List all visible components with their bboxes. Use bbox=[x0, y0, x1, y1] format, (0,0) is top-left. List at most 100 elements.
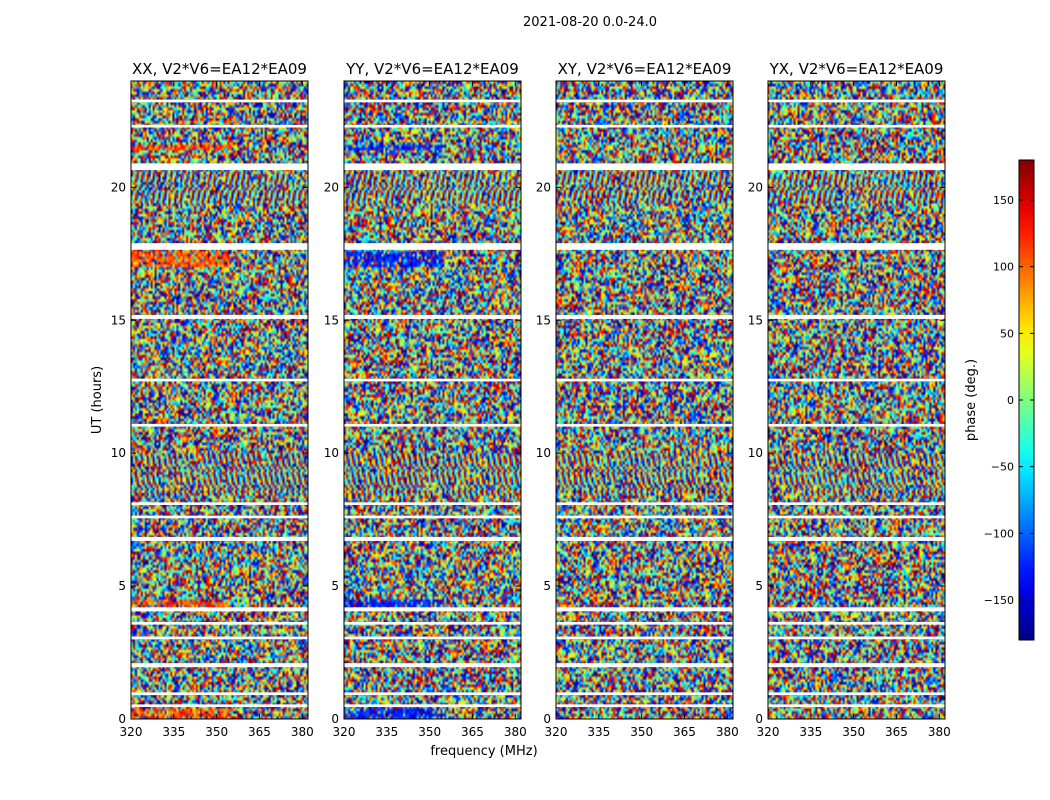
flagged-band bbox=[131, 502, 308, 506]
x-tick-label: 380 bbox=[928, 725, 951, 739]
x-tick-label: 335 bbox=[375, 725, 398, 739]
flagged-band bbox=[556, 314, 733, 319]
y-tick-label: 0 bbox=[118, 712, 126, 726]
panel-title: YY, V2*V6=EA12*EA09 bbox=[345, 60, 519, 78]
panels-group: XX, V2*V6=EA12*EA09 320 335 350 365 380 0 5 10 15… bbox=[111, 60, 951, 739]
flagged-band bbox=[344, 515, 521, 519]
y-tick-label: 15 bbox=[324, 313, 339, 327]
flagged-band bbox=[344, 607, 521, 612]
x-tick-label: 335 bbox=[162, 725, 185, 739]
flagged-band bbox=[131, 99, 308, 103]
flagged-band bbox=[768, 515, 945, 519]
x-tick-label: 335 bbox=[799, 725, 822, 739]
phase-heatmap bbox=[556, 81, 733, 719]
flagged-band bbox=[344, 163, 521, 171]
flagged-band bbox=[131, 124, 308, 128]
flagged-band bbox=[344, 621, 521, 625]
flagged-band bbox=[768, 314, 945, 319]
y-tick-label: 15 bbox=[748, 313, 763, 327]
flagged-band bbox=[131, 423, 308, 427]
flagged-band bbox=[131, 243, 308, 250]
flagged-band bbox=[131, 692, 308, 696]
panel-4: YX, V2*V6=EA12*EA09 320 335 350 365 380 0 5 10 15… bbox=[748, 60, 951, 739]
flagged-band bbox=[131, 515, 308, 519]
colorbar-tick-label: −100 bbox=[984, 527, 1014, 540]
flagged-band bbox=[344, 536, 521, 541]
x-tick-label: 350 bbox=[205, 725, 228, 739]
flagged-band bbox=[131, 636, 308, 640]
flagged-band bbox=[556, 515, 733, 519]
flagged-band bbox=[556, 607, 733, 612]
flagged-band bbox=[131, 607, 308, 612]
flagged-band bbox=[768, 636, 945, 640]
flagged-band bbox=[344, 663, 521, 668]
flagged-band bbox=[344, 636, 521, 640]
x-tick-label: 365 bbox=[885, 725, 908, 739]
panel-1: XX, V2*V6=EA12*EA09 320 335 350 365 380 0 5 10 15… bbox=[111, 60, 314, 739]
x-tick-label: 380 bbox=[291, 725, 314, 739]
colorbar-tick-label: −150 bbox=[984, 594, 1014, 607]
flagged-band bbox=[768, 663, 945, 668]
flagged-band bbox=[768, 621, 945, 625]
figure-title: 2021-08-20 0.0-24.0 bbox=[523, 15, 657, 30]
panel-2: YY, V2*V6=EA12*EA09 320 335 350 365 380 0 5 10 15… bbox=[324, 60, 527, 739]
flagged-band bbox=[768, 607, 945, 612]
flagged-band bbox=[556, 124, 733, 128]
y-tick-label: 0 bbox=[755, 712, 763, 726]
colorbar-tick-label: 150 bbox=[993, 194, 1014, 207]
panel-3: XY, V2*V6=EA12*EA09 320 335 350 365 380 0 5 10 15… bbox=[536, 60, 739, 739]
flagged-band bbox=[768, 99, 945, 103]
x-tick-label: 320 bbox=[757, 725, 780, 739]
flagged-band bbox=[131, 314, 308, 319]
flagged-band bbox=[556, 704, 733, 708]
flagged-band bbox=[768, 423, 945, 427]
x-axis-label: frequency (MHz) bbox=[430, 744, 537, 759]
flagged-band bbox=[344, 704, 521, 708]
colorbar: 150 100 50 0 −50 −100 −150 bbox=[984, 159, 1035, 641]
flagged-band bbox=[131, 536, 308, 541]
panel-frame bbox=[130, 80, 309, 720]
y-tick-label: 15 bbox=[536, 313, 551, 327]
x-tick-label: 365 bbox=[673, 725, 696, 739]
y-tick-label: 10 bbox=[536, 446, 551, 460]
x-tick-label: 380 bbox=[504, 725, 527, 739]
y-tick-label: 5 bbox=[118, 579, 126, 593]
panel-frame bbox=[767, 80, 946, 720]
y-tick-label: 15 bbox=[111, 313, 126, 327]
flagged-band bbox=[131, 621, 308, 625]
flagged-band bbox=[768, 692, 945, 696]
flagged-band bbox=[556, 378, 733, 382]
flagged-band bbox=[344, 502, 521, 506]
x-tick-label: 335 bbox=[587, 725, 610, 739]
y-tick-label: 5 bbox=[331, 579, 339, 593]
flagged-band bbox=[768, 163, 945, 171]
flagged-band bbox=[556, 692, 733, 696]
flagged-band bbox=[344, 692, 521, 696]
panel-title: XX, V2*V6=EA12*EA09 bbox=[132, 60, 307, 78]
y-tick-label: 10 bbox=[324, 446, 339, 460]
x-tick-label: 365 bbox=[461, 725, 484, 739]
x-tick-label: 350 bbox=[842, 725, 865, 739]
colorbar-label: phase (deg.) bbox=[964, 359, 979, 441]
y-tick-label: 20 bbox=[324, 180, 339, 194]
flagged-band bbox=[344, 423, 521, 427]
flagged-band bbox=[556, 663, 733, 668]
y-tick-label: 5 bbox=[543, 579, 551, 593]
flagged-band bbox=[131, 663, 308, 668]
y-axis-label: UT (hours) bbox=[90, 366, 105, 434]
x-tick-label: 320 bbox=[545, 725, 568, 739]
phase-heatmap bbox=[344, 81, 521, 719]
x-tick-label: 320 bbox=[333, 725, 356, 739]
flagged-band bbox=[556, 536, 733, 541]
y-tick-label: 0 bbox=[543, 712, 551, 726]
flagged-band bbox=[556, 636, 733, 640]
flagged-band bbox=[344, 378, 521, 382]
flagged-band bbox=[131, 163, 308, 171]
y-tick-label: 20 bbox=[536, 180, 551, 194]
y-tick-label: 20 bbox=[748, 180, 763, 194]
flagged-band bbox=[768, 502, 945, 506]
x-tick-label: 380 bbox=[716, 725, 739, 739]
colorbar-tick-label: 100 bbox=[993, 261, 1014, 274]
flagged-band bbox=[344, 124, 521, 128]
